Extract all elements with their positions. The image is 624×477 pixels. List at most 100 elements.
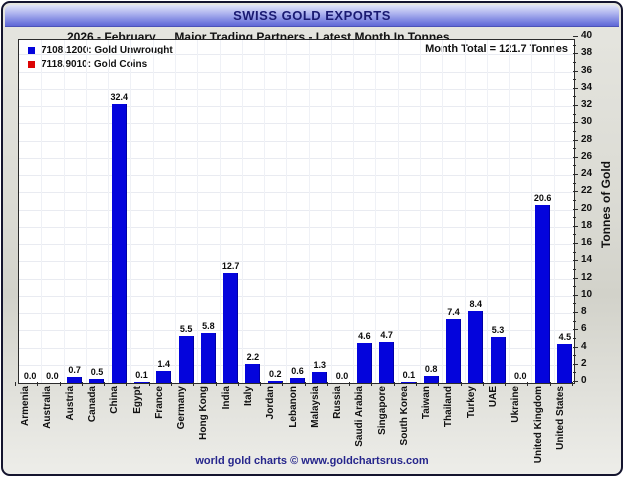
x-tick [549, 382, 551, 386]
h-gridline [19, 88, 574, 90]
x-category-label: South Korea [398, 386, 410, 446]
x-category-label: Ukraine [510, 386, 522, 423]
y-tick-label: 16 [581, 237, 593, 248]
y-tick [573, 251, 576, 253]
h-gridline [19, 295, 574, 297]
y-tick-label: 12 [581, 271, 593, 283]
bar-value-label: 8.4 [469, 299, 482, 309]
x-category-label: Canada [86, 386, 98, 423]
bar [379, 342, 395, 383]
title-bar: SWISS GOLD EXPORTS [5, 5, 619, 27]
bar [557, 344, 573, 383]
x-category-label: Hong Kong [198, 386, 210, 440]
v-gridline [286, 40, 288, 383]
x-category-label: Malaysia [309, 386, 321, 428]
bar-value-label: 12.7 [221, 261, 240, 271]
x-category-label: Turkey [465, 386, 477, 419]
y-tick-label: 4 [581, 340, 587, 352]
v-gridline [420, 40, 422, 383]
h-gridline [19, 157, 574, 159]
y-tick-label: 36 [581, 64, 593, 76]
bar-value-label: 0.0 [514, 371, 527, 381]
bar [490, 337, 506, 383]
y-tick [573, 122, 578, 124]
x-tick [37, 382, 39, 386]
h-gridline [19, 71, 574, 73]
y-tick [573, 139, 578, 141]
y-tick [573, 130, 576, 132]
y-axis-title: Tonnes of Gold [599, 161, 613, 249]
y-tick [573, 243, 578, 244]
y-tick-label: 30 [581, 116, 593, 128]
v-gridline [108, 40, 110, 383]
y-tick [573, 44, 576, 46]
y-tick [573, 268, 576, 270]
v-gridline [174, 40, 176, 383]
y-tick-label: 40 [581, 30, 593, 41]
bar-value-label: 0.0 [46, 371, 59, 381]
bar [267, 381, 283, 383]
y-tick [573, 113, 576, 115]
x-tick [260, 382, 262, 386]
y-tick [573, 260, 578, 262]
bar [200, 333, 216, 383]
v-gridline [375, 40, 377, 383]
x-tick [349, 382, 351, 386]
v-gridline [241, 40, 243, 383]
x-tick [505, 382, 507, 386]
y-tick [573, 79, 576, 81]
y-tick-label: 26 [581, 150, 593, 162]
y-tick [573, 105, 578, 106]
x-tick [104, 382, 106, 386]
h-gridline [19, 278, 574, 280]
y-tick [573, 234, 576, 236]
bar-value-label: 7.4 [447, 307, 460, 317]
x-tick [572, 382, 573, 386]
y-tick-label: 6 [581, 323, 587, 335]
y-tick [573, 191, 578, 193]
y-tick-label: 14 [581, 254, 593, 266]
x-tick [81, 382, 83, 386]
y-tick [573, 165, 576, 167]
y-tick [573, 337, 576, 339]
v-gridline [397, 40, 399, 383]
x-tick [416, 382, 418, 386]
y-tick-label: 22 [581, 185, 593, 197]
h-gridline [19, 244, 574, 245]
y-tick-label: 2 [581, 357, 587, 369]
x-category-label: Thailand [443, 386, 455, 428]
y-tick [573, 381, 578, 382]
v-gridline [197, 40, 199, 383]
v-gridline [353, 40, 355, 383]
x-tick [215, 382, 217, 386]
y-tick-label: 38 [581, 47, 593, 59]
bar-value-label: 0.1 [402, 370, 416, 380]
y-tick-label: 24 [581, 168, 593, 179]
x-category-label: Russia [332, 386, 344, 419]
y-tick [573, 61, 576, 63]
y-tick [573, 312, 578, 313]
h-gridline [19, 364, 574, 366]
page-title: SWISS GOLD EXPORTS [233, 8, 391, 23]
x-category-label: Australia [42, 386, 54, 429]
v-gridline [63, 40, 65, 383]
y-tick [573, 303, 576, 305]
bar [290, 378, 305, 383]
h-gridline [19, 175, 574, 176]
v-gridline [308, 40, 310, 383]
x-tick [371, 382, 373, 386]
bar-value-label: 0.0 [23, 371, 37, 381]
bar-value-label: 0.6 [291, 366, 304, 376]
h-gridline [19, 192, 574, 194]
x-category-label: Germany [176, 386, 188, 430]
bar-value-label: 32.4 [110, 92, 129, 102]
x-category-label: Taiwan [421, 386, 433, 420]
y-tick [573, 320, 576, 322]
x-tick [193, 382, 195, 386]
bar [223, 273, 239, 383]
bar [111, 104, 127, 383]
h-gridline [19, 106, 574, 107]
y-tick [573, 286, 576, 288]
x-tick [15, 382, 16, 386]
